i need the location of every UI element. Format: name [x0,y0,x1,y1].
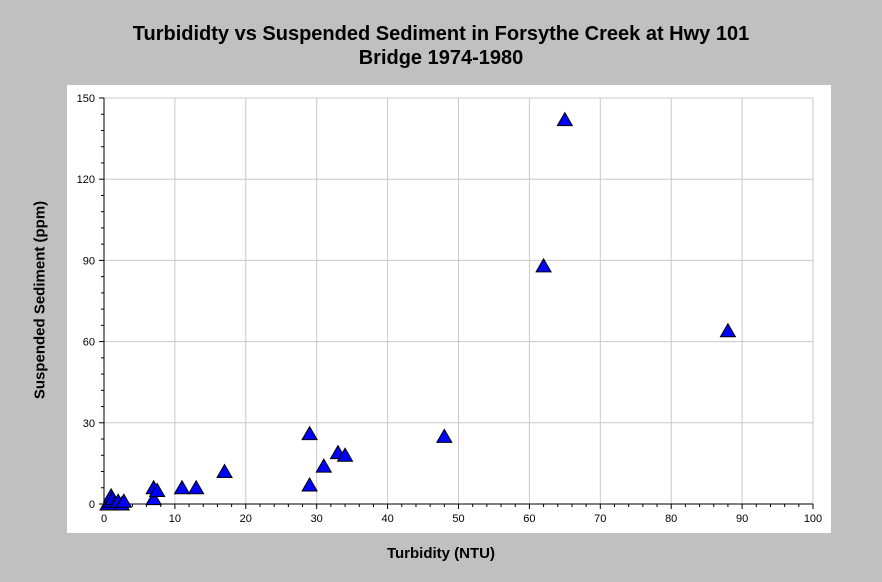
x-axis-label: Turbidity (NTU) [386,545,496,562]
x-tick-label: 90 [736,513,748,525]
data-points [99,111,737,511]
y-tick-label: 90 [83,255,95,267]
x-tick-label: 10 [169,513,181,525]
data-point-triangle [115,493,133,508]
y-tick-label: 60 [83,337,95,349]
x-tick-label: 40 [381,513,393,525]
data-point-triangle [315,458,333,473]
x-tick-label: 60 [523,513,535,525]
tick-labels: 0 10 20 30 40 50 60 70 80 90 100 0 30 60 90 120 150 [77,93,823,525]
x-tick-label: 70 [594,513,606,525]
y-axis-label: Suspended Sediment (ppm) [31,200,49,400]
x-tick-label: 0 [101,513,107,525]
x-tick-label: 80 [665,513,677,525]
axes [99,97,814,509]
data-point-triangle [145,490,162,506]
y-tick-label: 30 [83,418,95,430]
x-tick-label: 30 [311,513,323,525]
data-point-triangle [301,477,318,492]
data-point-triangle [216,463,233,479]
plot-panel [67,85,831,533]
data-point-triangle [173,479,191,495]
data-point-triangle [556,111,574,127]
data-point-triangle [719,322,737,338]
y-tick-label: 120 [77,174,95,186]
x-tick-label: 50 [452,513,464,525]
x-tick-label: 100 [804,513,822,525]
chart-title: Turbididty vs Suspended Sediment in Fors… [0,22,882,70]
data-point-triangle [187,479,205,495]
data-point-triangle [336,447,354,462]
y-tick-label: 0 [89,499,95,511]
chart-title-line1: Turbididty vs Suspended Sediment in Fors… [132,23,750,45]
gridlines [104,97,814,504]
x-tick-label: 20 [240,513,252,525]
data-point-triangle [435,428,453,443]
chart-title-line2: Bridge 1974-1980 [358,47,524,69]
y-tick-label: 150 [77,93,95,105]
data-point-triangle [535,257,552,273]
data-point-triangle [301,425,318,441]
data-point-triangle [148,482,166,497]
